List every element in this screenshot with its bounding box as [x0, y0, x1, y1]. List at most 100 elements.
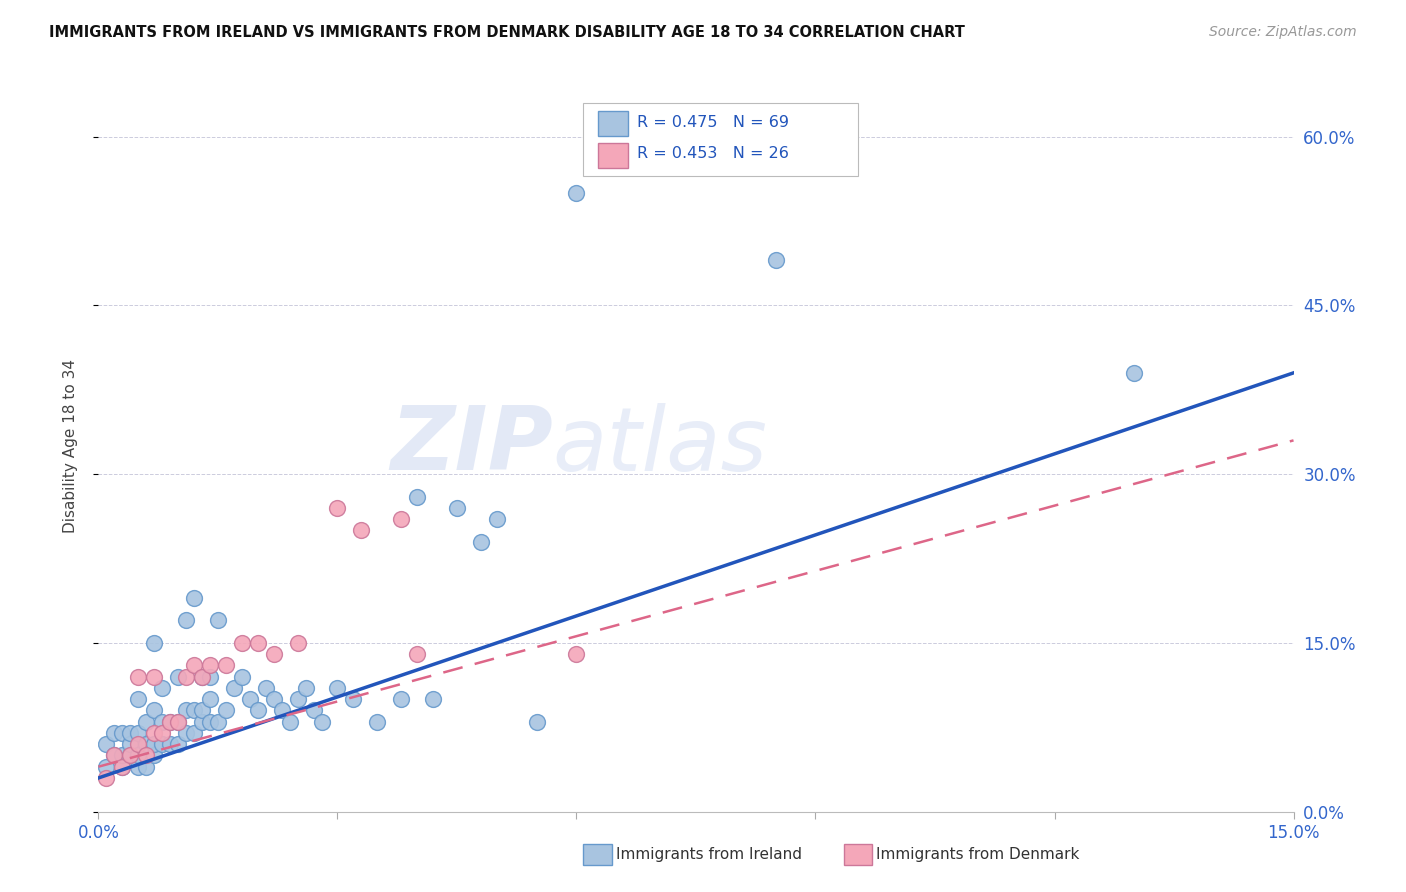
Point: [198, 658, 221, 673]
Text: Immigrants from Denmark: Immigrants from Denmark: [876, 847, 1080, 862]
Point: [191, 714, 214, 729]
Text: R = 0.475   N = 69: R = 0.475 N = 69: [637, 115, 789, 129]
Point: [191, 670, 214, 684]
Point: [263, 647, 285, 661]
Point: [135, 760, 157, 774]
Y-axis label: Disability Age 18 to 34: Disability Age 18 to 34: [63, 359, 77, 533]
Point: [143, 636, 166, 650]
Point: [174, 726, 197, 740]
Point: [406, 490, 429, 504]
Point: [103, 748, 125, 763]
Point: [150, 681, 173, 695]
Point: [350, 524, 373, 538]
Point: [565, 186, 588, 200]
Point: [127, 760, 149, 774]
Point: [174, 614, 197, 628]
Point: [191, 703, 214, 717]
Point: [143, 748, 166, 763]
Point: [446, 500, 468, 515]
Point: [183, 726, 205, 740]
Point: [342, 692, 364, 706]
Point: [198, 714, 221, 729]
Point: [183, 703, 205, 717]
Point: [174, 703, 197, 717]
Point: [198, 692, 221, 706]
Point: [103, 726, 125, 740]
Point: [270, 703, 292, 717]
Point: [263, 692, 285, 706]
Point: [422, 692, 444, 706]
Point: [150, 714, 173, 729]
Point: [167, 714, 190, 729]
Point: [96, 737, 118, 751]
Point: [167, 714, 190, 729]
Point: [294, 681, 316, 695]
Point: [254, 681, 277, 695]
Point: [198, 670, 221, 684]
Point: [120, 726, 142, 740]
Point: [143, 726, 166, 740]
Point: [526, 714, 548, 729]
Point: [120, 748, 142, 763]
Point: [111, 726, 134, 740]
Point: [127, 692, 149, 706]
Point: [135, 737, 157, 751]
Point: [207, 614, 229, 628]
Point: [143, 737, 166, 751]
Point: [150, 726, 173, 740]
Point: [127, 737, 149, 751]
Point: [127, 748, 149, 763]
Point: [222, 681, 245, 695]
Point: [311, 714, 333, 729]
Point: [135, 748, 157, 763]
Text: R = 0.453   N = 26: R = 0.453 N = 26: [637, 146, 789, 161]
Point: [183, 658, 205, 673]
Text: Immigrants from Ireland: Immigrants from Ireland: [616, 847, 801, 862]
Point: [111, 760, 134, 774]
Point: [565, 647, 588, 661]
Point: [1123, 366, 1146, 380]
Point: [287, 692, 309, 706]
Point: [326, 681, 349, 695]
Point: [167, 737, 190, 751]
Point: [111, 760, 134, 774]
Point: [120, 748, 142, 763]
Text: atlas: atlas: [553, 403, 768, 489]
Point: [167, 670, 190, 684]
Point: [127, 670, 149, 684]
Point: [183, 591, 205, 605]
Point: [127, 726, 149, 740]
Point: [159, 714, 181, 729]
Point: [765, 253, 787, 268]
Point: [246, 636, 269, 650]
Point: [159, 737, 181, 751]
Point: [287, 636, 309, 650]
Point: [96, 771, 118, 785]
Point: [150, 737, 173, 751]
Point: [135, 714, 157, 729]
Point: [485, 512, 508, 526]
Point: [215, 703, 238, 717]
Point: [174, 670, 197, 684]
Point: [120, 737, 142, 751]
Text: IMMIGRANTS FROM IRELAND VS IMMIGRANTS FROM DENMARK DISABILITY AGE 18 TO 34 CORRE: IMMIGRANTS FROM IRELAND VS IMMIGRANTS FR…: [49, 25, 965, 40]
Point: [239, 692, 262, 706]
Point: [143, 670, 166, 684]
Point: [231, 670, 253, 684]
Point: [246, 703, 269, 717]
Text: Source: ZipAtlas.com: Source: ZipAtlas.com: [1209, 25, 1357, 39]
Point: [278, 714, 301, 729]
Point: [191, 670, 214, 684]
Point: [159, 714, 181, 729]
Point: [389, 512, 412, 526]
Point: [96, 760, 118, 774]
Point: [231, 636, 253, 650]
Point: [302, 703, 325, 717]
Text: ZIP: ZIP: [389, 402, 553, 490]
Point: [207, 714, 229, 729]
Point: [470, 534, 492, 549]
Point: [111, 748, 134, 763]
Point: [215, 658, 238, 673]
Point: [326, 500, 349, 515]
Point: [406, 647, 429, 661]
